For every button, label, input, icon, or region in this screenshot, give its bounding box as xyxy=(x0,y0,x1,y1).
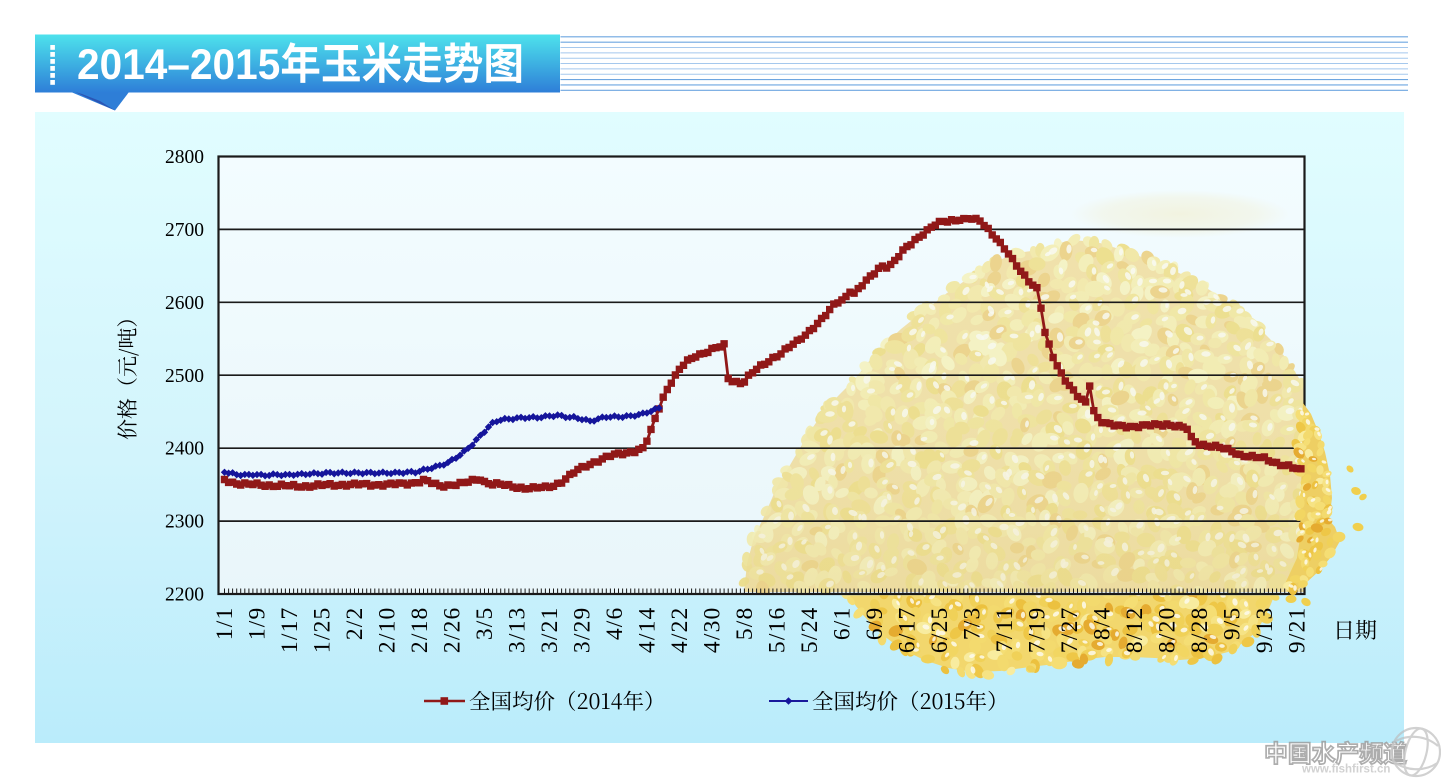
svg-text:3/5: 3/5 xyxy=(472,607,498,641)
svg-text:7/3: 7/3 xyxy=(959,607,985,641)
svg-text:8/4: 8/4 xyxy=(1089,607,1115,641)
svg-text:6/9: 6/9 xyxy=(862,607,888,641)
svg-text:5/8: 5/8 xyxy=(732,607,758,641)
svg-text:9/13: 9/13 xyxy=(1252,607,1278,654)
svg-text:2/2: 2/2 xyxy=(342,607,368,641)
svg-text:4/30: 4/30 xyxy=(699,607,725,654)
svg-text:1/1: 1/1 xyxy=(212,607,238,641)
svg-text:5/16: 5/16 xyxy=(764,607,790,654)
svg-text:8/28: 8/28 xyxy=(1187,607,1213,654)
svg-text:9/21: 9/21 xyxy=(1284,607,1310,654)
svg-text:3/29: 3/29 xyxy=(570,607,596,654)
svg-text:4/14: 4/14 xyxy=(634,607,660,654)
svg-text:8/20: 8/20 xyxy=(1154,607,1180,654)
svg-text:4/6: 4/6 xyxy=(602,607,628,641)
svg-text:2300: 2300 xyxy=(165,512,204,533)
svg-text:7/11: 7/11 xyxy=(992,607,1018,653)
svg-text:6/17: 6/17 xyxy=(894,607,920,654)
svg-text:1/17: 1/17 xyxy=(277,607,303,654)
svg-text:2/18: 2/18 xyxy=(407,607,433,654)
svg-text:2200: 2200 xyxy=(165,585,204,606)
svg-text:9/5: 9/5 xyxy=(1219,607,1245,641)
svg-text:6/1: 6/1 xyxy=(829,607,855,641)
svg-text:2/10: 2/10 xyxy=(375,607,401,654)
svg-text:2400: 2400 xyxy=(165,439,204,460)
svg-text:3/13: 3/13 xyxy=(505,607,531,654)
svg-text:8/12: 8/12 xyxy=(1122,607,1148,654)
svg-text:2/26: 2/26 xyxy=(440,607,466,654)
svg-text:7/19: 7/19 xyxy=(1024,607,1050,654)
svg-text:1/25: 1/25 xyxy=(310,607,336,654)
svg-text:1/9: 1/9 xyxy=(245,607,271,641)
svg-text:7/27: 7/27 xyxy=(1057,607,1083,654)
svg-text:2800: 2800 xyxy=(165,147,204,168)
svg-text:3/21: 3/21 xyxy=(537,607,563,654)
svg-text:5/24: 5/24 xyxy=(797,607,823,654)
svg-text:2600: 2600 xyxy=(165,293,204,314)
svg-text:2700: 2700 xyxy=(165,220,204,241)
svg-text:2500: 2500 xyxy=(165,366,204,387)
svg-text:4/22: 4/22 xyxy=(667,607,693,654)
svg-text:6/25: 6/25 xyxy=(927,607,953,654)
svg-text:www.fishfirst.cn: www.fishfirst.cn xyxy=(1301,764,1390,776)
